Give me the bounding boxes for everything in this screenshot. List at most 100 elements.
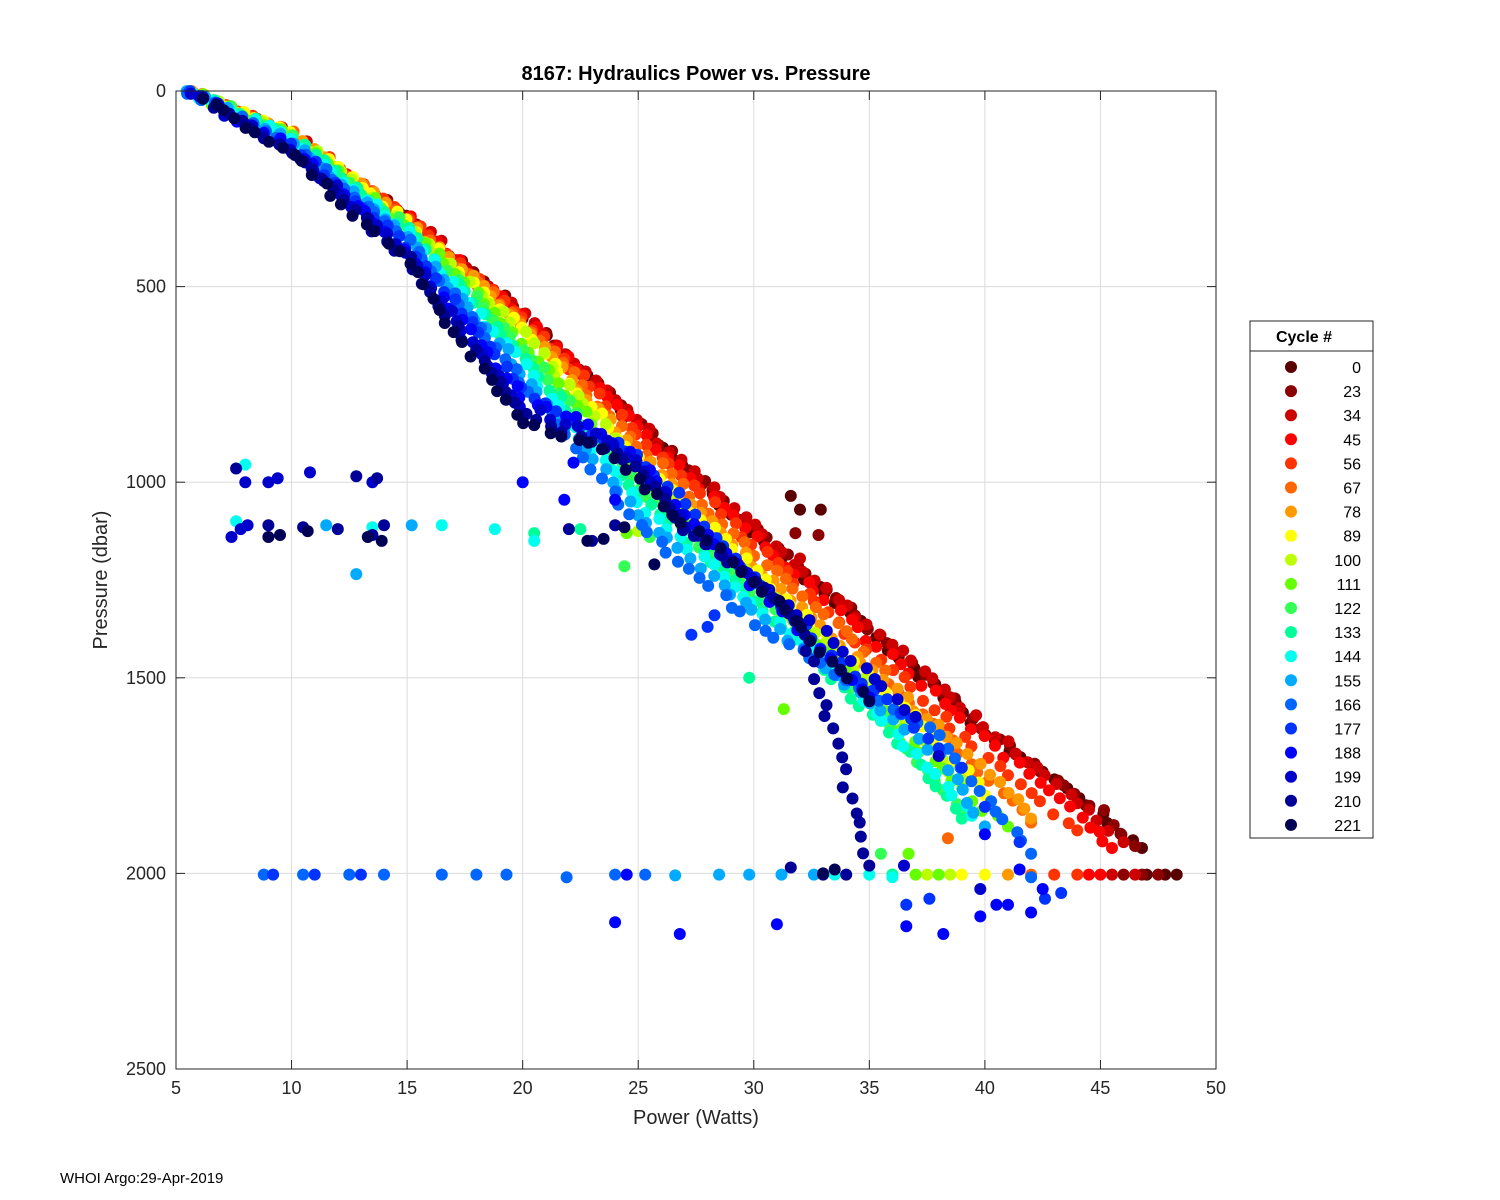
legend-marker-221 xyxy=(1285,818,1297,831)
data-point-cycle-144 xyxy=(910,747,923,760)
data-point-cycle-177 xyxy=(708,609,721,622)
data-point-cycle-188 xyxy=(620,868,633,881)
data-point-cycle-199 xyxy=(974,883,987,895)
data-point-cycle-166 xyxy=(942,742,955,755)
legend-title: Cycle # xyxy=(1276,329,1332,346)
data-point-cycle-199 xyxy=(534,403,547,416)
data-point-cycle-166 xyxy=(577,451,589,464)
data-point-cycle-144 xyxy=(708,558,721,571)
data-point-cycle-56 xyxy=(1014,778,1027,791)
data-point-cycle-221 xyxy=(666,509,679,521)
data-point-cycle-166 xyxy=(297,868,310,881)
data-point-cycle-210 xyxy=(854,830,867,843)
data-point-cycle-34 xyxy=(1065,788,1078,801)
data-point-cycle-221 xyxy=(817,867,830,880)
data-point-cycle-177 xyxy=(689,508,702,521)
y-tick-label: 2000 xyxy=(126,863,166,883)
data-point-cycle-221 xyxy=(804,635,817,647)
data-point-cycle-45 xyxy=(1106,842,1118,854)
data-point-cycle-100 xyxy=(538,346,551,359)
data-point-cycle-133 xyxy=(574,523,587,536)
data-point-cycle-133 xyxy=(844,692,857,705)
data-point-cycle-221 xyxy=(582,436,595,449)
data-point-cycle-155 xyxy=(502,343,515,355)
data-point-cycle-210 xyxy=(262,519,275,532)
data-point-cycle-144 xyxy=(435,519,448,532)
data-point-cycle-45 xyxy=(1023,767,1036,780)
data-point-cycle-221 xyxy=(274,529,286,541)
data-point-cycle-155 xyxy=(967,806,980,819)
data-point-cycle-67 xyxy=(771,564,784,577)
x-axis-ticks: 5 10 15 20 25 30 35 40 45 50 xyxy=(171,91,1226,1098)
data-point-cycle-166 xyxy=(560,871,573,884)
legend-marker-155 xyxy=(1285,674,1297,687)
legend-marker-166 xyxy=(1285,698,1297,711)
data-point-cycle-221 xyxy=(464,350,477,363)
legend-marker-78 xyxy=(1285,505,1297,518)
data-point-cycle-144 xyxy=(653,512,666,525)
data-point-cycle-45 xyxy=(1013,756,1026,769)
data-point-cycle-221 xyxy=(517,417,530,430)
data-point-cycle-221 xyxy=(581,534,594,547)
data-point-cycle-133 xyxy=(645,498,658,511)
data-point-cycle-78 xyxy=(902,691,914,704)
data-point-cycle-45 xyxy=(1043,784,1055,797)
data-point-cycle-155 xyxy=(898,723,911,736)
data-point-cycle-144 xyxy=(945,789,958,802)
data-point-cycle-210 xyxy=(836,751,849,764)
data-point-cycle-221 xyxy=(773,594,786,607)
data-point-cycle-188 xyxy=(567,456,580,469)
legend-label-111: 111 xyxy=(1337,577,1361,594)
data-point-cycle-177 xyxy=(354,868,367,881)
data-point-cycle-177 xyxy=(1055,887,1068,899)
data-point-cycle-221 xyxy=(486,373,499,386)
data-point-cycle-0 xyxy=(794,503,806,516)
data-point-cycle-133 xyxy=(955,812,968,825)
data-point-cycle-78 xyxy=(1002,786,1015,799)
x-tick-label: 15 xyxy=(397,1078,417,1098)
data-point-cycle-155 xyxy=(320,519,333,532)
data-point-cycle-188 xyxy=(978,828,991,841)
data-point-cycle-100 xyxy=(921,868,934,881)
data-point-cycle-166 xyxy=(933,729,946,742)
data-point-cycle-34 xyxy=(873,628,886,641)
data-point-cycle-221 xyxy=(360,218,373,231)
data-point-cycle-155 xyxy=(745,603,758,616)
data-point-cycle-89 xyxy=(978,868,991,881)
legend-label-67: 67 xyxy=(1343,481,1361,498)
data-point-cycle-111 xyxy=(909,868,922,881)
data-point-cycle-221 xyxy=(863,695,876,708)
data-point-cycle-221 xyxy=(491,385,504,398)
data-point-cycle-221 xyxy=(412,266,425,279)
data-point-cycle-133 xyxy=(555,390,568,403)
data-point-cycle-45 xyxy=(1064,800,1077,813)
chart-title: 8167: Hydraulics Power vs. Pressure xyxy=(521,63,870,85)
data-point-cycle-221 xyxy=(382,237,395,250)
data-point-cycle-56 xyxy=(761,545,774,558)
data-point-cycle-177 xyxy=(449,293,462,306)
data-point-cycle-210 xyxy=(371,472,384,485)
data-point-cycle-166 xyxy=(435,868,448,881)
data-point-cycle-221 xyxy=(778,603,791,616)
data-point-cycle-155 xyxy=(684,552,697,565)
data-point-cycle-188 xyxy=(609,493,622,506)
data-point-cycle-210 xyxy=(840,868,853,881)
x-tick-label: 10 xyxy=(282,1078,302,1098)
data-point-cycle-133 xyxy=(950,802,962,815)
data-point-cycle-78 xyxy=(984,768,996,781)
data-point-cycle-166 xyxy=(659,546,672,559)
data-point-cycle-34 xyxy=(794,552,806,565)
legend-box xyxy=(1249,320,1374,839)
data-point-cycle-199 xyxy=(241,519,254,532)
data-point-cycle-166 xyxy=(672,555,684,568)
data-point-cycle-221 xyxy=(324,189,337,202)
data-point-cycle-56 xyxy=(1048,868,1061,881)
data-point-cycle-34 xyxy=(740,511,753,524)
data-point-cycle-166 xyxy=(609,868,622,881)
plot-frame xyxy=(175,90,1217,1070)
data-point-cycle-166 xyxy=(682,562,695,575)
data-point-cycle-221 xyxy=(794,621,807,634)
data-point-cycle-221 xyxy=(755,585,768,598)
data-point-cycle-111 xyxy=(552,377,565,390)
